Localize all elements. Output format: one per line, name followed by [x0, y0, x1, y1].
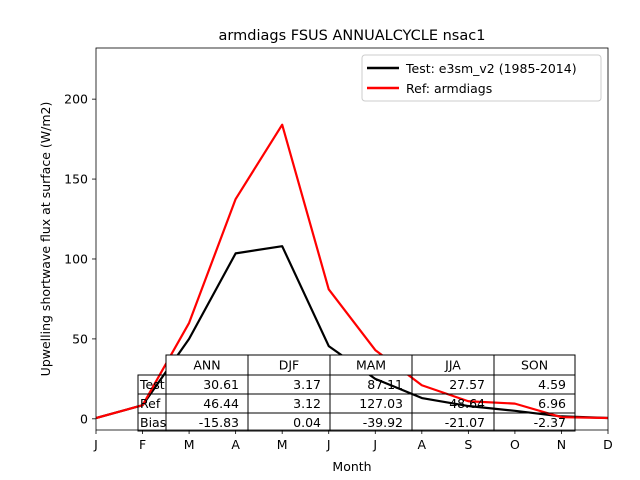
- table-col-label: DJF: [279, 358, 300, 373]
- x-tick-label: J: [93, 437, 98, 452]
- table-cell-value: -21.07: [445, 415, 485, 430]
- table-cell-value: -2.37: [534, 415, 566, 430]
- x-tick-label: O: [510, 437, 520, 452]
- x-tick-label: N: [557, 437, 566, 452]
- x-tick-label: M: [277, 437, 288, 452]
- table-col-label: SON: [521, 358, 548, 373]
- table-row-label: Test: [139, 377, 165, 392]
- table-cell-value: -15.83: [199, 415, 239, 430]
- y-tick-label: 200: [64, 92, 88, 107]
- series-line-1: [96, 123, 608, 420]
- x-tick-label: D: [603, 437, 613, 452]
- legend: Test: e3sm_v2 (1985-2014) Ref: armdiags: [361, 54, 602, 102]
- table-cell-value: 0.04: [293, 415, 321, 430]
- table-col-label: JJA: [444, 358, 461, 373]
- table-col-label: MAM: [356, 358, 386, 373]
- y-tick-label: 150: [64, 172, 88, 187]
- x-tick-label: F: [139, 437, 146, 452]
- legend-label-test: Test: e3sm_v2 (1985-2014): [405, 61, 577, 76]
- table-cell-value: 87.11: [367, 377, 403, 392]
- table-cell-value: 3.12: [293, 396, 321, 411]
- table-col-label: ANN: [193, 358, 220, 373]
- x-tick-label: A: [418, 437, 427, 452]
- legend-label-ref: Ref: armdiags: [406, 81, 492, 96]
- table-cell-value: 4.59: [538, 377, 566, 392]
- y-tick-label: 0: [80, 411, 88, 426]
- table-cell-value: 46.44: [203, 396, 239, 411]
- x-tick-label: S: [464, 437, 472, 452]
- table-row-label: Ref: [140, 396, 161, 411]
- stats-table: ANN DJF MAM JJA SON 30.61 3.17 87.11 27.57 4.59 Te…: [137, 354, 576, 432]
- table-cell: [493, 412, 576, 432]
- legend-box: [361, 54, 602, 102]
- x-tick-label: J: [372, 437, 377, 452]
- x-tick-label: J: [326, 437, 331, 452]
- x-tick-label: M: [184, 437, 195, 452]
- table-cell-value: 3.17: [293, 377, 321, 392]
- table-cell-value: 6.96: [538, 396, 566, 411]
- table-cell-value: 48.64: [449, 396, 485, 411]
- table-cell-value: 27.57: [449, 377, 485, 392]
- table-row-label: Bias: [140, 415, 166, 430]
- chart-title: armdiags FSUS ANNUALCYCLE nsac1: [219, 28, 486, 44]
- table-cell-value: 127.03: [359, 396, 403, 411]
- y-tick-label: 50: [72, 331, 88, 346]
- table-cell-value: 30.61: [203, 377, 239, 392]
- y-axis: 0 50 100 150 200: [64, 92, 96, 426]
- axes-frame: [95, 47, 609, 431]
- x-tick-label: A: [231, 437, 240, 452]
- y-axis-label: Upwelling shortwave flux at surface (W/m…: [38, 102, 53, 377]
- y-tick-label: 100: [64, 251, 88, 266]
- x-axis-label: Month: [332, 459, 371, 474]
- table-cell-value: -39.92: [363, 415, 403, 430]
